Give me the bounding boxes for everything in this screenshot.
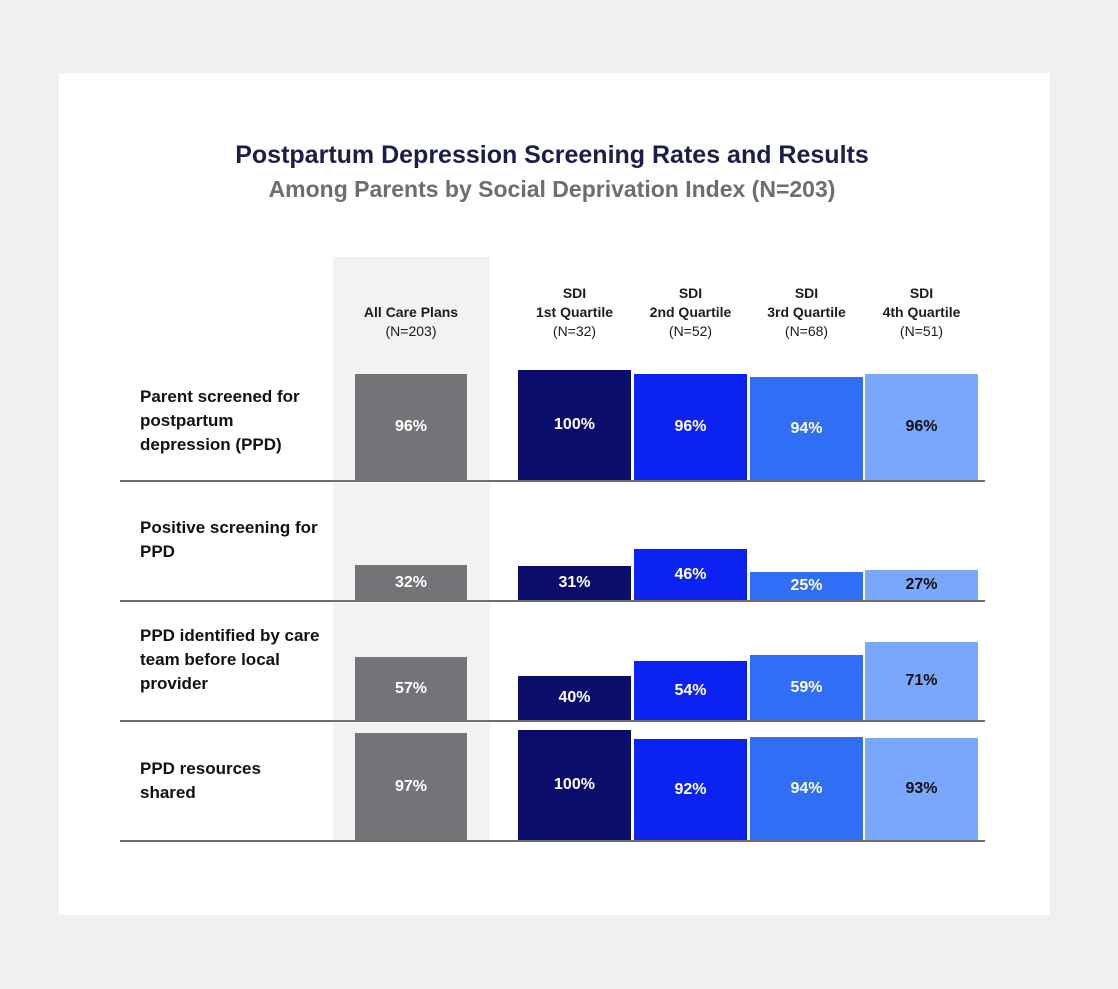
bar-q2: 54% bbox=[634, 661, 747, 720]
bar-value-label: 94% bbox=[790, 419, 823, 437]
row-baseline bbox=[120, 480, 985, 482]
bar-q2: 46% bbox=[634, 549, 747, 600]
column-header-line: SDI bbox=[794, 285, 819, 301]
bar-value-label: 93% bbox=[905, 780, 938, 797]
bar-q1: 100% bbox=[518, 370, 631, 480]
column-header-n: (N=68) bbox=[784, 323, 829, 339]
bar-value-label: 54% bbox=[674, 681, 707, 699]
column-header-line: SDI bbox=[678, 285, 703, 301]
column-header-line: SDI bbox=[562, 285, 587, 301]
bar-all: 32% bbox=[355, 565, 467, 600]
bar-value-label: 100% bbox=[554, 776, 595, 793]
row-baseline bbox=[120, 840, 985, 842]
column-header-line: 1st Quartile bbox=[535, 304, 614, 320]
bar-value-label: 94% bbox=[790, 779, 823, 797]
bar-q2: 96% bbox=[634, 374, 747, 480]
bar-value-label: 96% bbox=[394, 418, 428, 435]
bar-all: 96% bbox=[355, 374, 467, 480]
bar-q3: 94% bbox=[750, 737, 863, 840]
bar-value-label: 31% bbox=[558, 574, 591, 591]
bar-value-label: 32% bbox=[394, 573, 428, 591]
column-header-line: 3rd Quartile bbox=[767, 304, 846, 320]
row-label: Parent screened for postpartum depressio… bbox=[140, 387, 300, 454]
column-header-n: (N=52) bbox=[668, 323, 713, 339]
bar-value-label: 96% bbox=[674, 418, 707, 435]
bar-q3: 94% bbox=[750, 377, 863, 480]
chart-subtitle: Among Parents by Social Deprivation Inde… bbox=[268, 176, 836, 202]
chart-title: Postpartum Depression Screening Rates an… bbox=[235, 141, 869, 169]
bar-value-label: 27% bbox=[905, 576, 938, 593]
bar-value-label: 46% bbox=[674, 565, 707, 583]
bar-q3: 59% bbox=[750, 655, 863, 720]
row-baseline bbox=[120, 600, 985, 602]
bar-all: 97% bbox=[355, 733, 467, 840]
bar-value-label: 59% bbox=[790, 678, 823, 696]
column-header-n: (N=32) bbox=[552, 323, 597, 339]
bar-q4: 71% bbox=[865, 642, 978, 720]
column-header-q2: SDI 2nd Quartile (N=52) bbox=[620, 284, 761, 341]
bar-q1: 100% bbox=[518, 730, 631, 840]
bar-value-label: 40% bbox=[558, 689, 591, 706]
bar-q3: 25% bbox=[750, 572, 863, 600]
bar-q2: 92% bbox=[634, 739, 747, 840]
column-header-q1: SDI 1st Quartile (N=32) bbox=[504, 284, 645, 341]
bar-q1: 40% bbox=[518, 676, 631, 720]
bar-value-label: 92% bbox=[674, 780, 707, 798]
bar-value-label: 25% bbox=[790, 577, 823, 594]
row-baseline bbox=[120, 720, 985, 722]
row-label: Positive screening for PPD bbox=[140, 518, 318, 561]
bar-value-label: 100% bbox=[554, 416, 595, 433]
column-header-n: (N=203) bbox=[385, 323, 437, 339]
bar-q4: 96% bbox=[865, 374, 978, 480]
row-label: PPD resources shared bbox=[140, 759, 261, 802]
column-header-all: All Care Plans (N=203) bbox=[341, 303, 481, 341]
bar-q4: 27% bbox=[865, 570, 978, 600]
column-header-line: 2nd Quartile bbox=[649, 304, 732, 320]
column-header-line: 4th Quartile bbox=[882, 304, 961, 320]
column-header-line: SDI bbox=[909, 285, 934, 301]
bar-value-label: 97% bbox=[394, 777, 428, 795]
column-header-q3: SDI 3rd Quartile (N=68) bbox=[736, 284, 877, 341]
bar-value-label: 96% bbox=[905, 418, 938, 435]
column-header-n: (N=51) bbox=[899, 323, 944, 339]
bar-value-label: 57% bbox=[394, 679, 428, 697]
bar-q4: 93% bbox=[865, 738, 978, 840]
bar-q1: 31% bbox=[518, 566, 631, 600]
column-header-q4: SDI 4th Quartile (N=51) bbox=[851, 284, 992, 341]
bar-all: 57% bbox=[355, 657, 467, 720]
bar-value-label: 71% bbox=[905, 672, 938, 689]
column-header-line: All Care Plans bbox=[363, 304, 459, 320]
row-label: PPD identified by care team before local… bbox=[140, 626, 320, 693]
